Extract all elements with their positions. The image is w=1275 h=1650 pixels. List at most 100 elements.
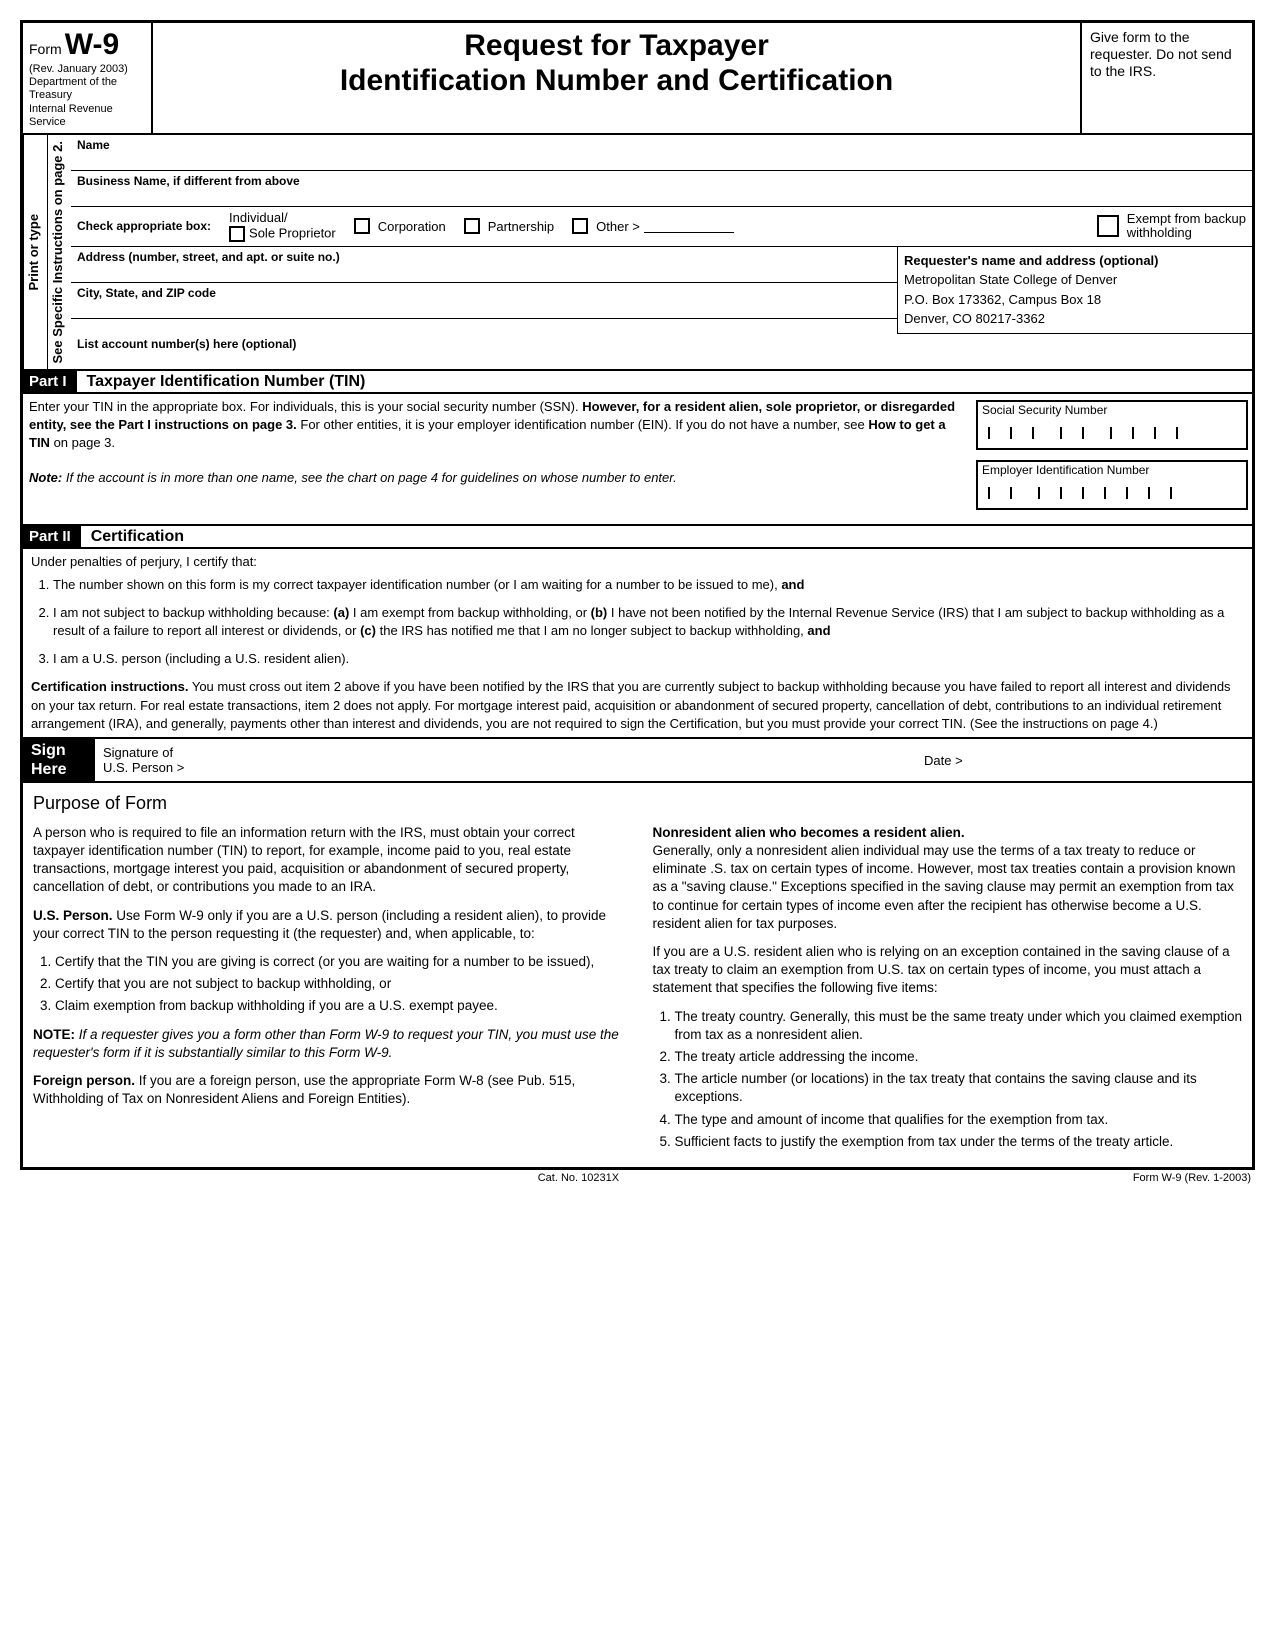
address-field[interactable]: Address (number, street, and apt. or sui… <box>71 247 897 283</box>
other-write-in-line[interactable] <box>644 219 734 233</box>
ssn-cells <box>978 418 1246 448</box>
footer-center: Cat. No. 10231X <box>538 1172 619 1184</box>
purpose-p3: Foreign person. If you are a foreign per… <box>33 1072 623 1108</box>
tin-text2b: For other entities, it is your employer … <box>297 417 869 432</box>
cert-item2: I am not subject to backup withholding b… <box>53 604 1244 640</box>
identity-fields: Name Business Name, if different from ab… <box>71 135 1252 370</box>
address-split: Address (number, street, and apt. or sui… <box>71 247 1252 334</box>
cb-other[interactable]: Other > <box>572 218 734 234</box>
signature-row: SignHere Signature of U.S. Person > Date… <box>23 737 1252 783</box>
entity-type-row: Check appropriate box: Individual/ Sole … <box>71 207 1252 247</box>
cb-individual[interactable]: Individual/ Sole Proprietor <box>229 211 336 241</box>
tin-text2d: on page 3. <box>50 435 115 450</box>
certification-body: Under penalties of perjury, I certify th… <box>23 549 1252 737</box>
part2-title: Certification <box>81 528 184 546</box>
purpose-section: Purpose of Form A person who is required… <box>23 783 1252 1167</box>
name-field[interactable]: Name <box>71 135 1252 171</box>
purpose-right-list: The treaty country. Generally, this must… <box>653 1008 1243 1152</box>
header-right-note: Give form to the requester. Do not send … <box>1082 23 1252 133</box>
requester-label: Requester's name and address (optional) <box>904 251 1246 271</box>
purpose-left-li3: Claim exemption from backup withholding … <box>55 997 623 1015</box>
purpose-right-li5: Sufficient facts to justify the exemptio… <box>675 1133 1243 1151</box>
checkbox-row-label: Check appropriate box: <box>77 219 211 233</box>
tin-instructions: Enter your TIN in the appropriate box. F… <box>23 394 972 524</box>
date-field[interactable]: Date > <box>924 753 1244 768</box>
business-name-field[interactable]: Business Name, if different from above <box>71 171 1252 207</box>
dept-treasury: Department of the Treasury <box>29 76 117 101</box>
part1-title: Taxpayer Identification Number (TIN) <box>77 373 366 391</box>
form-prefix: Form <box>29 41 62 57</box>
part2-tag: Part II <box>23 526 81 547</box>
city-state-zip-field[interactable]: City, State, and ZIP code <box>71 283 897 319</box>
purpose-right-li3: The article number (or locations) in the… <box>675 1070 1243 1106</box>
signature-field[interactable]: Signature of U.S. Person > <box>103 745 924 775</box>
purpose-left-col: A person who is required to file an info… <box>33 824 623 1162</box>
header-center-box: Request for Taxpayer Identification Numb… <box>153 23 1082 133</box>
ein-box[interactable]: Employer Identification Number <box>976 460 1248 510</box>
requester-address-box: Requester's name and address (optional) … <box>897 247 1252 334</box>
cb-corporation[interactable]: Corporation <box>354 218 446 234</box>
form-title-line2: Identification Number and Certification <box>163 64 1070 99</box>
purpose-p2: U.S. Person. Use Form W-9 only if you ar… <box>33 907 623 943</box>
ein-label: Employer Identification Number <box>978 462 1246 478</box>
form-number: W-9 <box>65 28 119 61</box>
ssn-label: Social Security Number <box>978 402 1246 418</box>
address-left: Address (number, street, and apt. or sui… <box>71 247 897 334</box>
tin-note-text: If the account is in more than one name,… <box>62 470 677 485</box>
ssn-box[interactable]: Social Security Number <box>976 400 1248 450</box>
part1-tag: Part I <box>23 371 77 392</box>
signature-fields: Signature of U.S. Person > Date > <box>95 739 1252 781</box>
cb-partnership[interactable]: Partnership <box>464 218 554 234</box>
purpose-left-li2: Certify that you are not subject to back… <box>55 975 623 993</box>
purpose-right-li1: The treaty country. Generally, this must… <box>675 1008 1243 1044</box>
part1-bar: Part I Taxpayer Identification Number (T… <box>23 369 1252 394</box>
sign-here-tag: SignHere <box>23 739 95 781</box>
sidebar-print-or-type: Print or type <box>23 135 47 370</box>
header-row: Form W-9 (Rev. January 2003) Department … <box>23 23 1252 135</box>
irs-label: Internal Revenue Service <box>29 103 113 128</box>
nonresident-p2: If you are a U.S. resident alien who is … <box>653 943 1243 998</box>
form-title-line1: Request for Taxpayer <box>163 29 1070 64</box>
checkbox-icon <box>229 226 245 242</box>
purpose-right-col: Nonresident alien who becomes a resident… <box>653 824 1243 1162</box>
nonresident-heading: Nonresident alien who becomes a resident… <box>653 824 1243 933</box>
cert-item1: The number shown on this form is my corr… <box>53 576 1244 594</box>
footer-right: Form W-9 (Rev. 1-2003) <box>1133 1172 1251 1184</box>
purpose-left-li1: Certify that the TIN you are giving is c… <box>55 953 623 971</box>
requester-line1: Metropolitan State College of Denver <box>904 270 1246 290</box>
header-left-box: Form W-9 (Rev. January 2003) Department … <box>23 23 153 133</box>
tin-number-boxes: Social Security Number Employer Identifi… <box>972 394 1252 524</box>
account-numbers-field[interactable]: List account number(s) here (optional) <box>71 334 1252 364</box>
tin-section: Enter your TIN in the appropriate box. F… <box>23 394 1252 524</box>
purpose-right-li4: The type and amount of income that quali… <box>675 1111 1243 1129</box>
checkbox-icon <box>1097 215 1119 237</box>
address-label: Address (number, street, and apt. or sui… <box>77 250 340 264</box>
purpose-heading: Purpose of Form <box>33 791 1242 815</box>
city-label: City, State, and ZIP code <box>77 286 216 300</box>
checkbox-icon <box>354 218 370 234</box>
requester-line3: Denver, CO 80217-3362 <box>904 309 1246 329</box>
identity-block: Print or type See Specific Instructions … <box>23 135 1252 370</box>
page-footer: Cat. No. 10231X Form W-9 (Rev. 1-2003) <box>20 1170 1255 1184</box>
purpose-left-list: Certify that the TIN you are giving is c… <box>33 953 623 1016</box>
part2-bar: Part II Certification <box>23 524 1252 549</box>
requester-line2: P.O. Box 173362, Campus Box 18 <box>904 290 1246 310</box>
cert-list: The number shown on this form is my corr… <box>31 576 1244 669</box>
cert-intro: Under penalties of perjury, I certify th… <box>31 553 1244 571</box>
purpose-columns: A person who is required to file an info… <box>33 824 1242 1162</box>
tin-note-label: Note: <box>29 470 62 485</box>
checkbox-icon <box>572 218 588 234</box>
sidebar-see-instructions: See Specific Instructions on page 2. <box>47 135 71 370</box>
name-label: Name <box>77 138 110 152</box>
tin-text1: Enter your TIN in the appropriate box. F… <box>29 399 579 414</box>
cert-instructions: Certification instructions. You must cro… <box>31 678 1244 733</box>
form-revision: (Rev. January 2003) <box>29 63 128 75</box>
checkbox-icon <box>464 218 480 234</box>
cert-item3: I am a U.S. person (including a U.S. res… <box>53 650 1244 668</box>
purpose-right-li2: The treaty article addressing the income… <box>675 1048 1243 1066</box>
account-label: List account number(s) here (optional) <box>77 337 296 351</box>
cb-exempt[interactable]: Exempt from backup withholding <box>1097 212 1246 241</box>
business-name-label: Business Name, if different from above <box>77 174 300 188</box>
purpose-note: NOTE: If a requester gives you a form ot… <box>33 1026 623 1062</box>
form-w9-page: Form W-9 (Rev. January 2003) Department … <box>20 20 1255 1170</box>
